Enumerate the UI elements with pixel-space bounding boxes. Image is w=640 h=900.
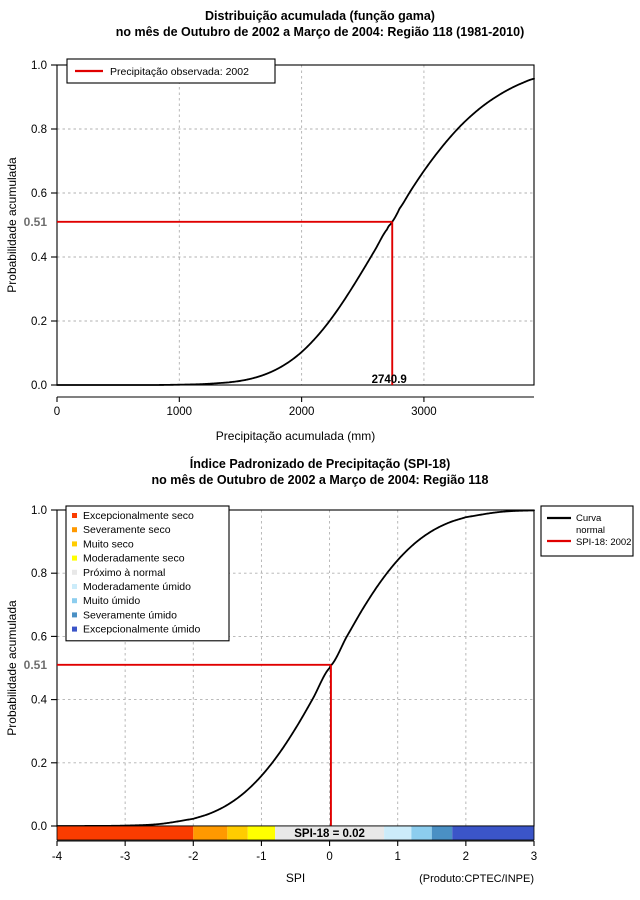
spi-normal-cdf-plot: SPI-18 = 0.02 0.0 0.2 0.4 0.6 0.8 1.0 0.51 -4 -3 -… [5,505,634,885]
legend-swatch-category [72,598,77,604]
x-tick-label: -1 [256,851,266,863]
spi-normal-cdf-panel: Índice Padronizado de Precipitação (SPI-… [0,450,640,900]
legend-label-category: Muito seco [83,538,134,550]
legend-label-category: Excepcionalmente úmido [83,624,200,636]
top-chart-title-line2: no mês de Outubro de 2002 a Março de 200… [115,25,525,39]
gamma-cdf-plot: 0.0 0.2 0.4 0.6 0.8 1.0 0.51 0 1000 2000 3000 2740.… [5,58,535,443]
normal-cdf-curve [56,509,535,827]
colorbar-frame [56,825,535,841]
spi-value-annotation: SPI-18 = 0.02 [294,828,365,840]
x-tick-label: 3 [531,851,537,863]
plot-frame [56,64,535,386]
legend-swatch-category [72,555,77,561]
x-tick-label: 0 [54,406,60,418]
y-tick-label: 0.6 [31,188,47,200]
curve-legend-box [540,505,634,557]
colorbar-segment [227,826,248,840]
legend-label-curva-normal-2: normal [576,525,605,536]
y-tick-label: 0.4 [31,695,48,707]
y-tick-label: 0.2 [31,316,47,328]
legend-swatch-category [72,527,77,533]
y-tick-label-highlight: 0.51 [24,658,48,672]
legend-label-category: Excepcionalmente seco [83,510,194,522]
x-axis-title: Precipitação acumulada (mm) [216,429,375,443]
x-axis-title: SPI [286,871,305,885]
x-tick-label: -4 [52,851,63,863]
legend-swatch-category [72,626,77,632]
colorbar-segment [431,826,453,840]
y-tick-label: 0.8 [31,568,47,580]
legend-swatch-category [72,584,77,589]
legend-label-observed: Precipitação observada: 2002 [110,66,249,78]
y-tick-label: 1.0 [31,60,47,72]
colorbar-segment [275,826,385,840]
gamma-cdf-panel: Distribuição acumulada (função gama) no … [5,9,535,443]
y-axis-title: Probabilidade acumulada [5,157,19,293]
gamma-cdf-curve [56,77,535,386]
legend-swatch-category [72,612,77,618]
y-tick-label: 1.0 [31,505,47,517]
y-tick-label: 0.0 [31,380,47,392]
x-tick-label: -2 [188,851,198,863]
colorbar-segment [57,826,194,840]
legend-label-spi-18-2002: SPI-18: 2002 [576,537,631,548]
colorbar-segment [452,826,534,840]
legend-swatch-category [72,541,77,547]
colorbar-segment [193,826,228,840]
y-tick-label: 0.2 [31,758,47,770]
top-chart-title-line1: Distribuição acumulada (função gama) [205,9,435,23]
y-tick-label: 0.4 [31,252,48,264]
colorbar-segment [384,826,412,840]
legend-label-category: Próximo à normal [83,567,165,579]
legend-swatch-category [72,569,77,575]
x-tick-label: 1 [395,851,401,863]
legend-swatch-category [72,513,77,518]
x-tick-label: 0 [326,851,332,863]
legend-label-category: Severamente seco [83,524,171,536]
legend-label-category: Muito úmido [83,595,140,607]
y-tick-label: 0.0 [31,821,47,833]
legend-label-curva-normal: Curva [576,513,602,524]
legend-label-category: Moderadamente seco [83,553,185,565]
bottom-chart-title-line1: Índice Padronizado de Precipitação (SPI-… [189,457,451,471]
x-tick-label: 2000 [289,406,315,418]
x-tick-label: 3000 [411,406,437,418]
colorbar-segment [247,826,276,840]
y-tick-label-highlight: 0.51 [24,215,48,229]
y-tick-label: 0.6 [31,631,47,643]
x-tick-label: 2 [463,851,469,863]
observed-precipitation-annotation: 2740.9 [372,374,407,386]
legend-label-category: Moderadamente úmido [83,581,191,593]
y-axis-title: Probabilidade acumulada [5,600,19,736]
colorbar-segment [411,826,432,840]
credit-label: (Produto:CPTEC/INPE) [419,873,534,885]
bottom-chart-title-line2: no mês de Outubro de 2002 a Março de 200… [151,473,489,487]
spi-category-legend-box [65,505,230,642]
x-tick-label: 1000 [167,406,193,418]
legend-label-category: Severamente úmido [83,609,177,621]
x-tick-label: -3 [120,851,130,863]
y-tick-label: 0.8 [31,124,47,136]
